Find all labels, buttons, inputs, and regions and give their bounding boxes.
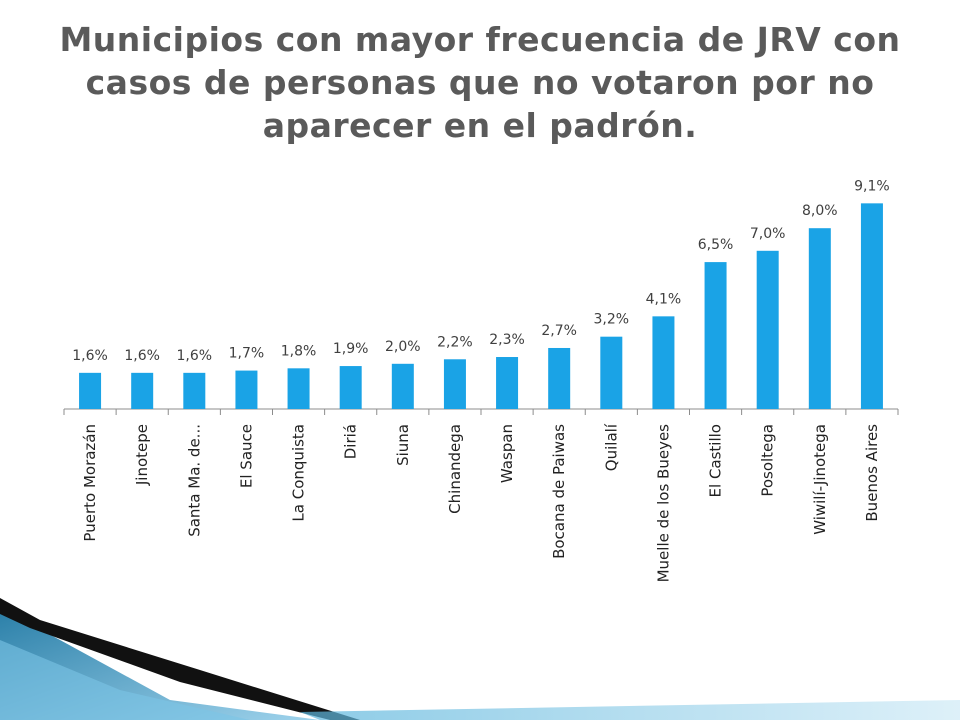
data-label: 7,0% — [750, 226, 786, 242]
bar — [652, 316, 675, 409]
x-tick-label: Bocana de Paiwas — [550, 424, 568, 559]
data-label: 3,2% — [594, 312, 630, 328]
bar — [235, 370, 258, 409]
data-label: 2,3% — [489, 332, 525, 348]
x-tick-label: Muelle de los Bueyes — [654, 424, 672, 583]
chart-title-line: casos de personas que no votaron por no — [85, 63, 875, 102]
x-tick-label: Buenos Aires — [863, 424, 881, 522]
bar — [391, 363, 414, 409]
data-label: 4,1% — [646, 291, 682, 307]
data-label: 2,2% — [437, 334, 473, 350]
bar — [496, 357, 519, 409]
data-label: 1,8% — [281, 343, 317, 359]
bar — [131, 372, 154, 409]
bar — [548, 347, 571, 409]
x-tick-label: Siuna — [394, 424, 412, 466]
data-label: 2,7% — [541, 323, 577, 339]
chart-title-line: Municipios con mayor frecuencia de JRV c… — [59, 20, 901, 59]
x-tick-label: Chinandega — [446, 424, 464, 514]
bar — [443, 359, 466, 409]
bar — [704, 262, 727, 409]
bar — [756, 250, 779, 409]
x-tick-label: El Castillo — [707, 424, 725, 497]
data-label: 1,6% — [177, 348, 213, 364]
bar — [79, 372, 102, 409]
data-label: 1,6% — [124, 348, 160, 364]
chart-title-line: aparecer en el padrón. — [262, 106, 698, 145]
x-tick-label: El Sauce — [237, 424, 255, 488]
x-tick-label: La Conquista — [290, 424, 308, 522]
bar — [183, 372, 206, 409]
chart-title: Municipios con mayor frecuencia de JRV c… — [40, 18, 920, 147]
data-label: 1,6% — [72, 348, 108, 364]
x-tick-label: Santa Ma. de... — [185, 424, 203, 537]
x-tick-label: Wiwilí-Jinotega — [811, 424, 829, 535]
bar — [808, 228, 831, 409]
x-tick-label: Diriá — [342, 424, 360, 459]
data-label: 1,7% — [229, 346, 265, 362]
bar — [339, 366, 362, 409]
x-tick-label: Posoltega — [759, 424, 777, 497]
x-tick-label: Puerto Morazán — [81, 424, 99, 542]
bar — [287, 368, 310, 409]
x-tick-label: Waspan — [498, 424, 516, 483]
bar — [600, 336, 623, 409]
bar — [860, 203, 883, 409]
x-tick-label: Jinotepe — [133, 424, 151, 486]
data-label: 8,0% — [802, 203, 838, 219]
x-tick-label: Quilalí — [602, 423, 620, 471]
data-label: 1,9% — [333, 341, 369, 357]
data-label: 2,0% — [385, 339, 421, 355]
data-label: 6,5% — [698, 237, 734, 253]
data-label: 9,1% — [854, 178, 890, 194]
